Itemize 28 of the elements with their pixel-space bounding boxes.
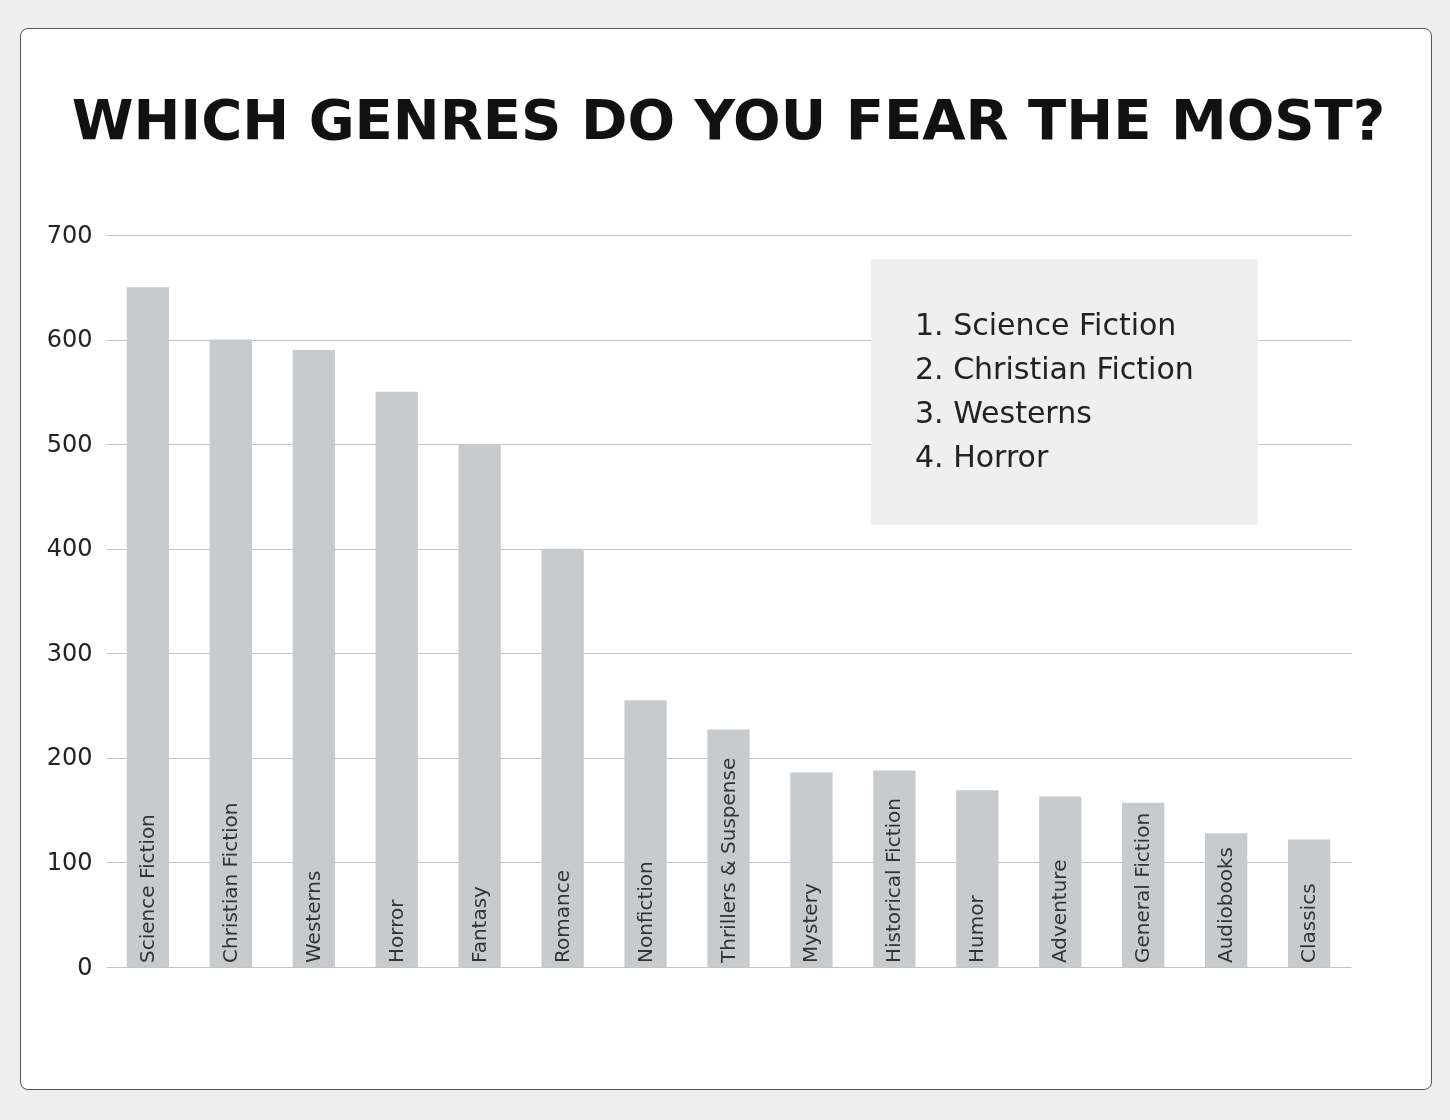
x-tick-label: Mystery [798,883,823,963]
x-tick-label: Thrillers & Suspense [715,757,740,964]
y-tick-label: 700 [46,220,93,249]
y-tick-label: 300 [46,638,93,667]
y-tick-label: 500 [46,429,93,458]
x-tick-label: Westerns [300,870,325,963]
y-tick-label: 600 [46,325,93,354]
y-tick-label: 200 [46,743,93,772]
x-tick-label: Horror [383,898,408,963]
y-tick-label: 100 [46,847,93,876]
y-tick-label: 0 [77,952,93,981]
x-tick-label: Audiobooks [1213,846,1238,963]
x-tick-label: Classics [1296,883,1321,963]
x-tick-label: Fantasy [466,885,491,963]
x-tick-label: Science Fiction [134,814,159,963]
annotation: 2. Christian Fiction [915,350,1195,388]
chart-title: WHICH GENRES DO YOU FEAR THE MOST? [71,87,1386,152]
annotation: 1. Science Fiction [915,306,1178,344]
x-tick-label: Nonfiction [632,861,657,963]
x-tick-label: Christian Fiction [217,802,242,963]
x-tick-label: Romance [549,870,574,963]
x-tick-label: Historical Fiction [881,798,906,963]
annotation: 3. Westerns [915,394,1093,432]
x-tick-label: Humor [964,894,989,963]
x-tick-label: Adventure [1047,859,1072,963]
x-tick-label: General Fiction [1130,812,1155,963]
annotation: 4. Horror [915,438,1050,476]
y-tick-label: 400 [46,534,93,563]
